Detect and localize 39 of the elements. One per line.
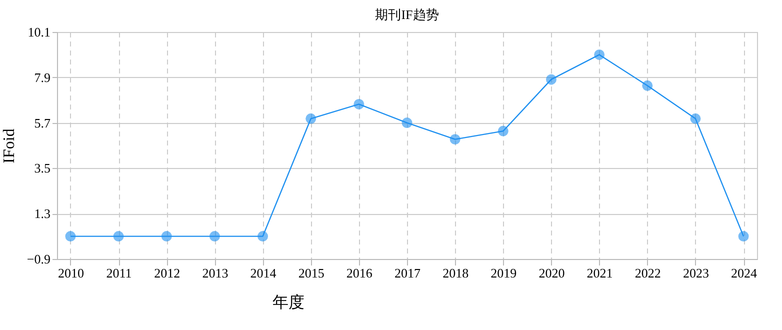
y-tick-label: −0.9 <box>26 252 50 266</box>
y-tick-label: 7.9 <box>34 70 50 85</box>
point <box>306 113 316 124</box>
point <box>594 49 605 60</box>
point <box>161 231 172 242</box>
point <box>738 231 749 242</box>
point <box>402 118 412 128</box>
x-tick-label: 2012 <box>154 266 180 280</box>
y-axis-title: IFoid <box>0 128 18 164</box>
x-tick-label: 2016 <box>346 266 373 280</box>
point <box>690 113 701 124</box>
point <box>642 80 653 91</box>
y-tick-label: 1.3 <box>34 206 50 222</box>
point <box>258 231 268 242</box>
point <box>450 134 460 145</box>
x-tick-label: 2020 <box>538 266 565 280</box>
point <box>354 98 364 110</box>
x-tick-label: 2013 <box>202 266 228 280</box>
x-tick-label: 2015 <box>298 266 324 280</box>
y-tick-label: 10.1 <box>28 24 50 40</box>
x-tick-label: 2011 <box>106 266 132 280</box>
x-tick-label: 2024 <box>731 266 758 280</box>
point <box>209 231 220 242</box>
x-tick-label: 2021 <box>586 266 613 280</box>
point <box>546 74 556 85</box>
x-axis-title: 年度 <box>272 294 304 312</box>
point <box>65 231 76 242</box>
x-tick-label: 2018 <box>442 266 469 280</box>
x-tick-label: 2023 <box>682 266 709 280</box>
x-tick-label: 2022 <box>634 266 661 280</box>
x-tick-label: 2014 <box>250 266 277 280</box>
y-tick-label: 3.5 <box>34 160 50 176</box>
y-tick-label: 5.7 <box>34 115 51 130</box>
chart-title: 期刊IF趋势 <box>375 7 439 22</box>
point <box>498 126 508 136</box>
x-tick-label: 2019 <box>490 266 517 280</box>
x-tick-label: 2017 <box>394 266 421 280</box>
x-tick-label: 2010 <box>58 266 84 280</box>
point <box>113 231 124 242</box>
